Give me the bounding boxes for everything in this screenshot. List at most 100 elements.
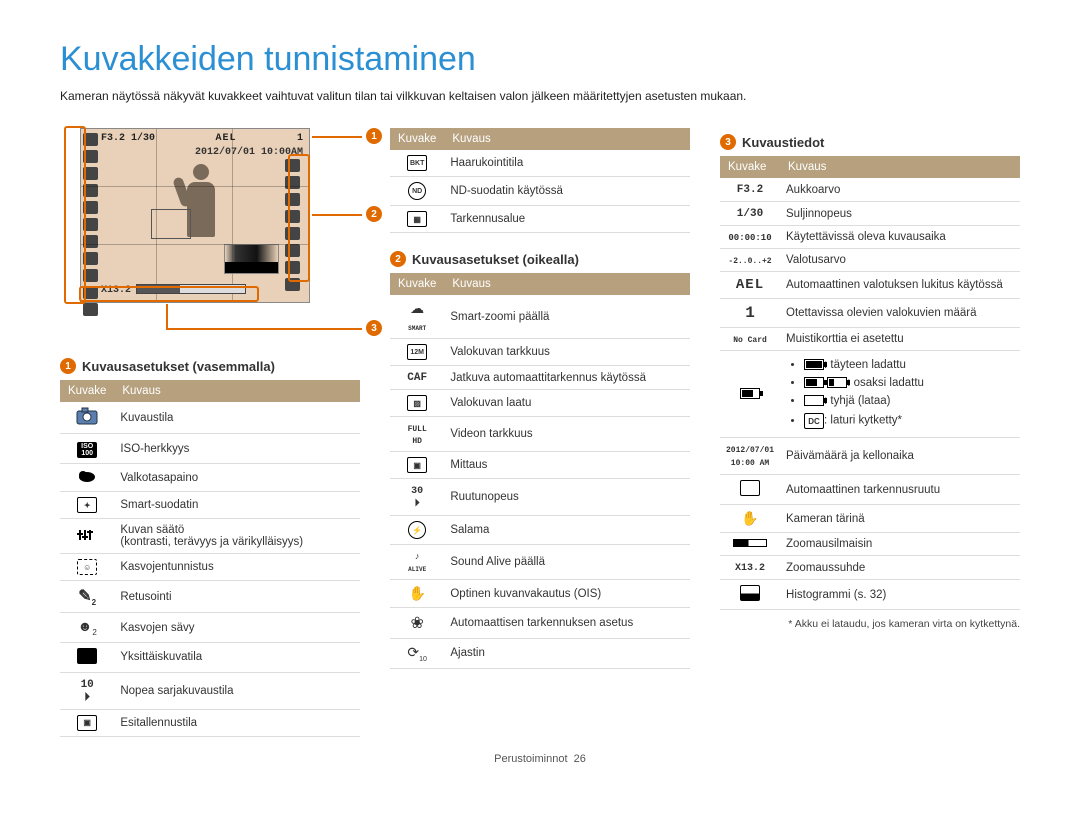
row-label: Salama: [444, 516, 690, 545]
row-icon: ☁SMART: [390, 295, 444, 339]
battery-row: : täyteen ladattu : osaksi ladattu : tyh…: [720, 351, 1020, 438]
row-icon: ❀: [390, 608, 444, 639]
marker-3: 3: [366, 320, 382, 336]
row-label: Valkotasapaino: [114, 464, 360, 492]
row-label: Käytettävissä oleva kuvausaika: [780, 226, 1020, 249]
table-row: AELAutomaattinen valotuksen lukitus käyt…: [720, 272, 1020, 299]
row-icon: [720, 533, 780, 556]
page-title: Kuvakkeiden tunnistaminen: [60, 40, 1020, 79]
footer-label: Perustoiminnot: [494, 753, 567, 765]
th-icon: Kuvake: [390, 273, 444, 295]
row-label: Haarukointitila: [444, 150, 690, 177]
row-icon: ✦: [60, 492, 114, 519]
camera-screenshot: F3.2 1/30 AEL 1 2012/07/01 10:00AM X13.2: [66, 128, 326, 328]
row-label: Smart-zoomi päällä: [444, 295, 690, 339]
row-label: Automaattinen tarkennusruutu: [780, 475, 1020, 505]
column-right: 3 Kuvaustiedot Kuvake Kuvaus F3.2Aukkoar…: [720, 128, 1020, 737]
callout-box-2: [288, 154, 310, 282]
row-icon: F3.2: [720, 178, 780, 202]
table-row: ⟳10Ajastin: [390, 639, 690, 669]
row-label: Aukkoarvo: [780, 178, 1020, 202]
leader-1: [312, 136, 362, 138]
section2-title: Kuvausasetukset (oikealla): [412, 252, 579, 267]
row-icon: 00:00:10: [720, 226, 780, 249]
row-label: Jatkuva automaattitarkennus käytössä: [444, 366, 690, 390]
row-icon: No Card: [720, 328, 780, 351]
row-label: Ajastin: [444, 639, 690, 669]
table-row: ▣Esitallennustila: [60, 709, 360, 736]
table-row: ✦Smart-suodatin: [60, 492, 360, 519]
row-icon: ✋: [720, 505, 780, 533]
section3-title: Kuvaustiedot: [742, 135, 824, 150]
table-row: 30⏵Ruutunopeus: [390, 479, 690, 516]
row-icon: ISO100: [60, 434, 114, 464]
table-row: ☺Kasvojentunnistus: [60, 554, 360, 581]
count-text: 1: [297, 133, 303, 144]
row-label: Kasvojentunnistus: [114, 554, 360, 581]
row-label: Retusointi: [114, 581, 360, 613]
battery-icon: [740, 388, 760, 399]
row-label: ND-suodatin käytössä: [444, 177, 690, 206]
tbody-section1: KuvaustilaISO100ISO-herkkyysValkotasapai…: [60, 402, 360, 736]
th-icon: Kuvake: [390, 128, 444, 150]
section3-badge: 3: [720, 134, 736, 150]
table-section3: Kuvake Kuvaus F3.2Aukkoarvo1/30Suljinnop…: [720, 156, 1020, 610]
leader-2: [312, 214, 362, 216]
th-desc: Kuvaus: [444, 273, 690, 295]
table-row: Yksittäiskuvatila: [60, 642, 360, 672]
table-row: 12MValokuvan tarkkuus: [390, 339, 690, 366]
row-icon: ND: [390, 177, 444, 206]
row-icon: [60, 402, 114, 434]
row-icon: ▨: [390, 390, 444, 417]
row-icon: ☺: [60, 554, 114, 581]
tbody-section1b: BKTHaarukointitilaNDND-suodatin käytössä…: [390, 150, 690, 233]
row-icon: [60, 519, 114, 554]
table-row: ✎2Retusointi: [60, 581, 360, 613]
row-icon: ▦: [390, 206, 444, 233]
callout-box-1: [64, 126, 86, 304]
row-icon: ✎2: [60, 581, 114, 613]
row-label: Kuvaustila: [114, 402, 360, 434]
table-row: 1/30Suljinnopeus: [720, 202, 1020, 226]
marker-1: 1: [366, 128, 382, 144]
table-row: ✋Optinen kuvanvakautus (OIS): [390, 580, 690, 608]
row-icon: 30⏵: [390, 479, 444, 516]
battery-full-icon: [804, 359, 824, 370]
column-mid: Kuvake Kuvaus BKTHaarukointitilaNDND-suo…: [390, 128, 690, 737]
table-row: 2012/07/0110:00 AMPäivämäärä ja kellonai…: [720, 438, 1020, 475]
row-icon: BKT: [390, 150, 444, 177]
table-row: ▣Mittaus: [390, 452, 690, 479]
focus-box: [151, 209, 191, 239]
date-text: 2012/07/01 10:00AM: [195, 147, 303, 158]
section2-badge: 2: [390, 251, 406, 267]
table-row: Kuvan säätö(kontrasti, terävyys ja värik…: [60, 519, 360, 554]
table-row: 1Otettavissa olevien valokuvien määrä: [720, 299, 1020, 328]
leader-3h: [166, 328, 362, 330]
row-label: Mittaus: [444, 452, 690, 479]
row-label: Videon tarkkuus: [444, 417, 690, 452]
row-label: Zoomausilmaisin: [780, 533, 1020, 556]
row-icon: 1: [720, 299, 780, 328]
table-row: F3.2Aukkoarvo: [720, 178, 1020, 202]
table-row: Zoomausilmaisin: [720, 533, 1020, 556]
table-row: -2..0..+2Valotusarvo: [720, 249, 1020, 272]
row-icon: FULLHD: [390, 417, 444, 452]
row-icon: [720, 475, 780, 505]
page-footer: Perustoiminnot 26: [60, 753, 1020, 765]
row-label: Päivämäärä ja kellonaika: [780, 438, 1020, 475]
row-icon: [720, 580, 780, 610]
histogram-icon: [224, 244, 279, 274]
table-row: ☻2Kasvojen sävy: [60, 613, 360, 643]
row-label: Esitallennustila: [114, 709, 360, 736]
table-row: Histogrammi (s. 32): [720, 580, 1020, 610]
page-intro: Kameran näytössä näkyvät kuvakkeet vaiht…: [60, 89, 1020, 103]
row-label: Suljinnopeus: [780, 202, 1020, 226]
row-label: Otettavissa olevien valokuvien määrä: [780, 299, 1020, 328]
row-icon: ♪ALIVE: [390, 545, 444, 580]
row-icon: ▣: [60, 709, 114, 736]
battery-full-label: : täyteen ladattu: [824, 359, 906, 371]
battery-partial-label: : osaksi ladattu: [847, 377, 924, 389]
tbody-section3b: 2012/07/0110:00 AMPäivämäärä ja kellonai…: [720, 438, 1020, 610]
row-icon: X13.2: [720, 556, 780, 580]
table-section2: Kuvake Kuvaus ☁SMARTSmart-zoomi päällä12…: [390, 273, 690, 669]
